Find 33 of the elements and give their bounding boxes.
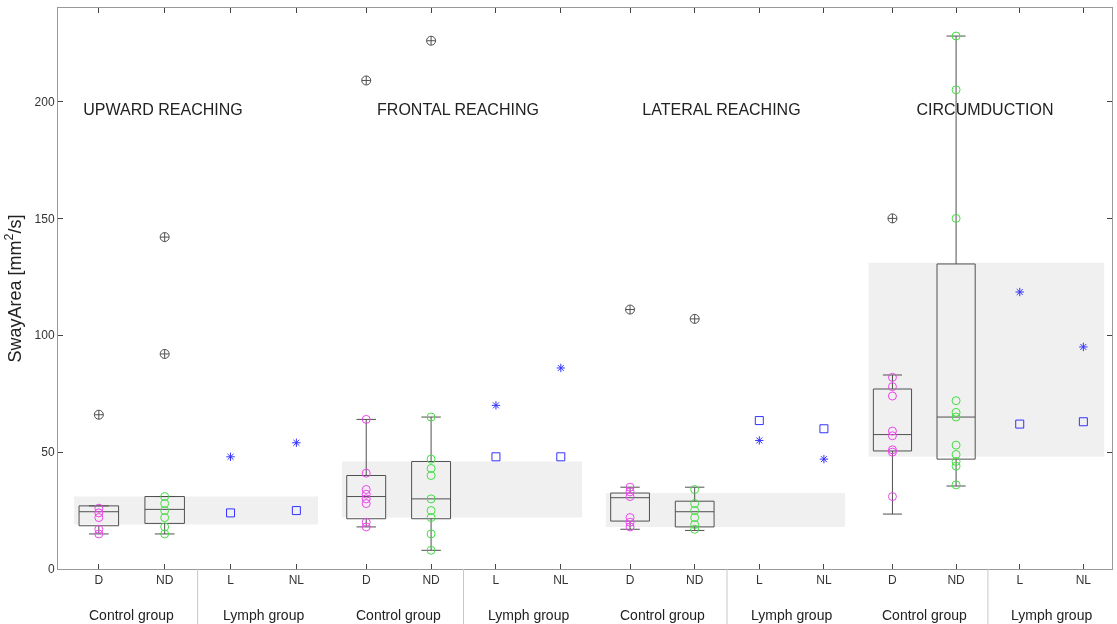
x-tick-label: L xyxy=(755,573,763,588)
x-tick-label: ND xyxy=(422,573,441,588)
x-tick-label: ND xyxy=(947,573,966,588)
text: Lymph group xyxy=(223,607,305,623)
x-tick-label: D xyxy=(888,573,898,588)
x-tick-label: D xyxy=(625,573,635,588)
text: FRONTAL REACHING xyxy=(377,100,539,118)
x-tick-label: D xyxy=(94,573,104,588)
text: Control group xyxy=(356,607,442,623)
y-tick-label: 100 xyxy=(34,328,55,343)
y-tick-label: 0 xyxy=(47,562,55,577)
x-tick-label: NL xyxy=(553,573,569,588)
x-tick-label: ND xyxy=(686,573,704,588)
text: Lymph group xyxy=(751,607,833,623)
text: Lymph group xyxy=(1011,607,1093,623)
y-tick-label: 200 xyxy=(34,94,55,109)
x-tick-label: L xyxy=(1016,573,1024,588)
text: UPWARD REACHING xyxy=(83,100,243,118)
x-tick-label: D xyxy=(361,573,371,588)
y-tick-label: 150 xyxy=(34,211,55,226)
x-tick-label: NL xyxy=(1075,573,1092,588)
text: LATERAL REACHING xyxy=(642,100,801,118)
text: Lymph group xyxy=(488,607,570,623)
x-tick-label: NL xyxy=(816,573,832,588)
text: Control group xyxy=(882,607,968,623)
x-tick-label: L xyxy=(492,573,500,588)
x-tick-label: ND xyxy=(156,573,174,588)
text: Control group xyxy=(620,607,706,623)
x-tick-label: L xyxy=(227,573,235,588)
text: Control group xyxy=(89,607,175,623)
x-tick-label: NL xyxy=(288,573,305,588)
y-tick-label: 50 xyxy=(41,445,55,460)
text: CIRCUMDUCTION xyxy=(916,100,1054,118)
